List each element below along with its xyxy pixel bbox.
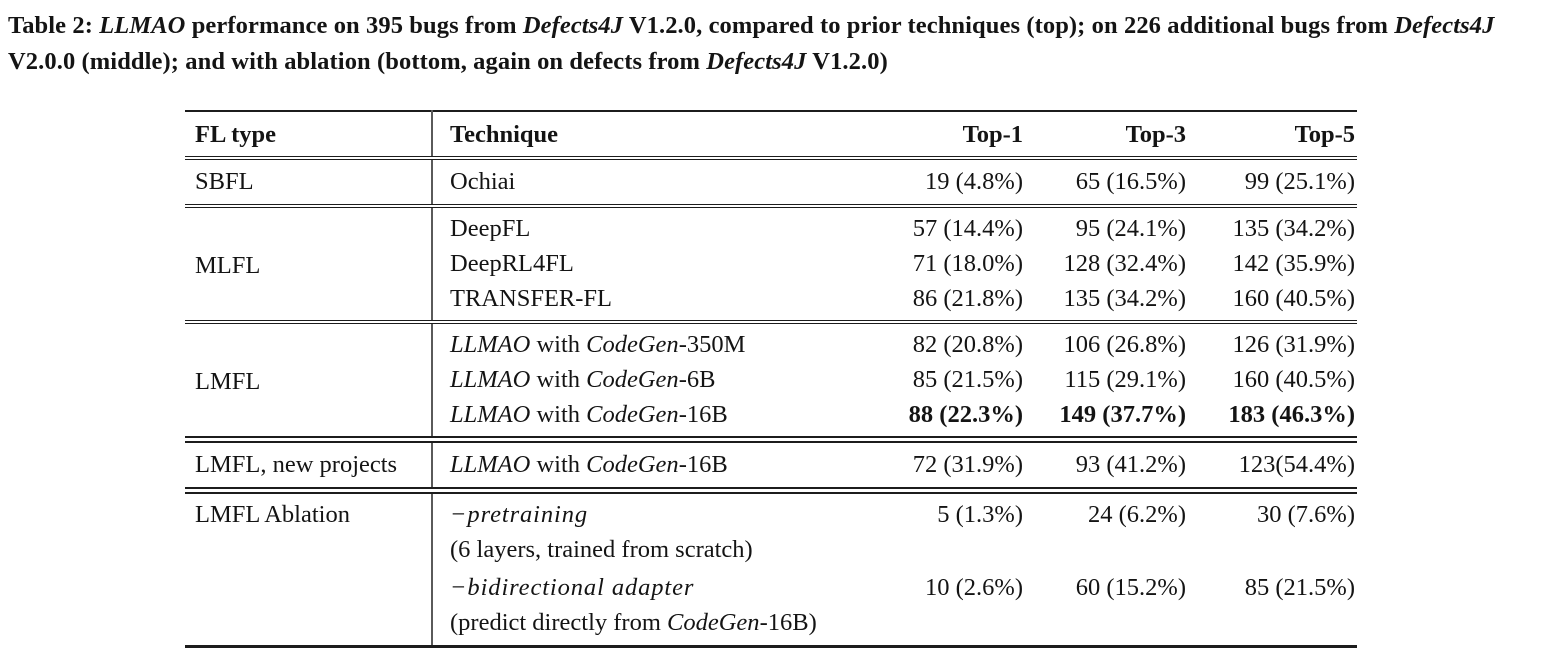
technique-cell: LLMAO with CodeGen-16B [431,436,850,491]
table-row-ablation-pretraining: LMFL Ablation −pretraining (6 layers, tr… [185,487,1357,647]
top5-cell: 126 (31.9%) [1188,320,1357,362]
top3-cell: 24 (6.2%) [1025,487,1188,567]
top1-cell: 71 (18.0%) [912,250,1023,277]
top5-cell: 142 (35.9%) [1232,250,1355,277]
top3-cell: 149 (37.7%) [1059,401,1186,428]
technique-name: LLMAO [450,451,531,478]
technique-cell: LLMAO with CodeGen-16B [431,397,850,440]
top1-cell: 5 (1.3%) [850,487,1025,567]
ablation-note: (predict directly from CodeGen-16B) [450,605,850,640]
table-row-llmao-350m: LMFL LLMAO with CodeGen-350M 82 (20.8%) … [185,320,1357,440]
results-table: FL type Technique Top-1 Top-3 Top-5 SBFL… [185,110,1357,648]
ablation-variant: −pretraining [450,501,589,528]
technique-cell: TRANSFER-FL [431,281,850,322]
top3-cell: 135 (34.2%) [1063,285,1186,312]
table-row-new-projects: LMFL, new projects LLMAO with CodeGen-16… [185,436,1357,491]
fl-type-cell: LMFL [185,320,432,440]
technique-cell: DeepFL [431,204,850,246]
model-name: CodeGen [586,331,679,358]
technique-cell: −pretraining (6 layers, trained from scr… [431,487,850,567]
technique-cell: LLMAO with CodeGen-6B [431,362,850,397]
column-header-top1: Top-1 [962,121,1023,148]
technique-text: with [530,401,587,428]
model-name: CodeGen [586,401,679,428]
technique-cell: Ochiai [431,156,850,206]
technique-text: with [530,451,587,478]
model-name: CodeGen [586,366,679,393]
top1-cell: 57 (14.4%) [850,204,1025,246]
top1-cell: 85 (21.5%) [912,366,1023,393]
technique-text: with [530,366,587,393]
model-name: CodeGen [586,451,679,478]
ablation-variant: −bidirectional adapter [450,574,695,601]
caption-segment: Defects4J [522,12,624,39]
note-text: -16B) [759,609,817,636]
table-row-deepfl: MLFL DeepFL 57 (14.4%) 95 (24.1%) 135 (3… [185,204,1357,322]
column-header-fl-type: FL type [195,121,276,148]
top1-cell: 19 (4.8%) [850,156,1025,206]
top3-cell: 115 (29.1%) [1064,366,1186,393]
table-row-deeprl4fl: DeepRL4FL 71 (18.0%) 128 (32.4%) 142 (35… [185,246,1357,281]
technique-text: with [530,331,587,358]
table-row-ochiai: SBFL Ochiai 19 (4.8%) 65 (16.5%) 99 (25.… [185,156,1357,206]
fl-type-cell: LMFL Ablation [185,487,432,647]
top1-cell: 72 (31.9%) [850,436,1025,491]
top1-cell: 86 (21.8%) [912,285,1023,312]
top3-cell: 65 (16.5%) [1025,156,1188,206]
top3-cell: 95 (24.1%) [1025,204,1188,246]
technique-cell: LLMAO with CodeGen-350M [431,320,850,362]
caption-segment: Defects4J [1394,12,1495,39]
column-header-top5: Top-5 [1294,121,1355,148]
caption-segment: performance on 395 bugs from [185,12,523,39]
technique-name: LLMAO [450,401,531,428]
top3-cell: 128 (32.4%) [1063,250,1186,277]
model-size: -16B [678,451,728,478]
model-size: -350M [678,331,746,358]
table-row-llmao-6b: LLMAO with CodeGen-6B 85 (21.5%) 115 (29… [185,362,1357,397]
top5-cell: 160 (40.5%) [1232,285,1355,312]
caption-segment: Defects4J [706,48,807,75]
table-row-transferfl: TRANSFER-FL 86 (21.8%) 135 (34.2%) 160 (… [185,281,1357,322]
top5-cell: 135 (34.2%) [1188,204,1357,246]
top3-cell: 60 (15.2%) [1075,574,1186,601]
top5-cell: 30 (7.6%) [1188,487,1357,567]
table-caption: Table 2: LLMAO performance on 395 bugs f… [8,8,1542,80]
fl-type-cell: LMFL, new projects [185,436,432,491]
column-header-top3: Top-3 [1125,121,1186,148]
technique-cell: DeepRL4FL [431,246,850,281]
fl-type-cell: MLFL [185,204,432,322]
top1-cell: 10 (2.6%) [925,574,1023,601]
technique-cell: −bidirectional adapter (predict directly… [431,567,850,647]
top3-cell: 93 (41.2%) [1025,436,1188,491]
top5-cell: 183 (46.3%) [1228,401,1355,428]
caption-segment: V2.0.0 (middle); and with ablation (bott… [8,48,707,75]
top3-cell: 106 (26.8%) [1025,320,1188,362]
caption-segment: V1.2.0) [806,48,888,75]
top5-cell: 160 (40.5%) [1232,366,1355,393]
caption-segment: V1.2.0, compared to prior techniques (to… [623,12,1395,39]
header-row: FL type Technique Top-1 Top-3 Top-5 [185,111,1357,158]
note-text: (predict directly from [450,609,668,636]
top1-cell: 88 (22.3%) [908,401,1023,428]
top5-cell: 99 (25.1%) [1188,156,1357,206]
caption-segment: Table 2: [8,12,100,39]
top5-cell: 85 (21.5%) [1244,574,1355,601]
caption-segment: LLMAO [99,12,186,39]
table-row-llmao-16b: LLMAO with CodeGen-16B 88 (22.3%) 149 (3… [185,397,1357,440]
fl-type-cell: SBFL [185,156,432,206]
top5-cell: 123(54.4%) [1188,436,1357,491]
model-size: -16B [678,401,728,428]
table-row-ablation-bidirectional: −bidirectional adapter (predict directly… [185,567,1357,647]
ablation-note: (6 layers, trained from scratch) [450,536,753,563]
model-size: -6B [678,366,716,393]
model-name: CodeGen [667,609,760,636]
top1-cell: 82 (20.8%) [850,320,1025,362]
column-header-technique: Technique [431,111,850,158]
technique-name: LLMAO [450,331,531,358]
technique-name: LLMAO [450,366,531,393]
